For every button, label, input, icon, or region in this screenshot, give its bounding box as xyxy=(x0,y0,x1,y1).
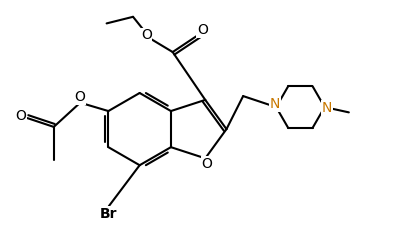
Text: Br: Br xyxy=(100,207,118,221)
Text: N: N xyxy=(322,101,332,115)
Text: O: O xyxy=(197,23,208,37)
Text: O: O xyxy=(15,109,26,123)
Text: N: N xyxy=(270,97,280,111)
Text: O: O xyxy=(141,28,152,42)
Text: O: O xyxy=(201,157,212,171)
Text: O: O xyxy=(75,90,85,104)
